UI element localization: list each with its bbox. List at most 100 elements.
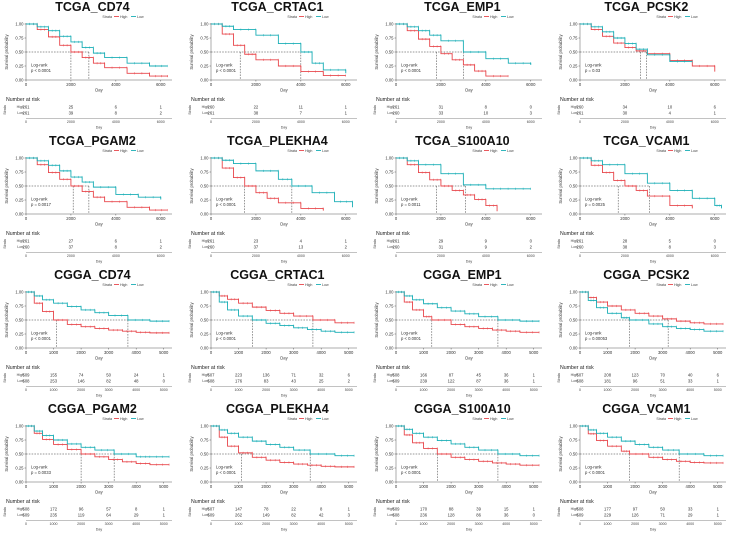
risk-count-low: 83 [264, 378, 269, 383]
risk-row-low-label: Low [572, 245, 579, 249]
risk-table-title: Number at risk [191, 97, 225, 103]
risk-row-low-label: Low [387, 111, 394, 115]
km-panel-cgga-crtac1: CGGA_CRTAC1 Strata High Low 0.00 0.25 0.50 0.75… [185, 268, 370, 402]
legend-title: Strata [102, 417, 112, 421]
legend-high-label: High [674, 149, 681, 153]
censor-marks-low [28, 290, 170, 323]
risk-count-high: 78 [264, 506, 269, 511]
y-axis-label: Survival probability [558, 302, 563, 338]
risk-count-low: 33 [438, 110, 443, 115]
y-tick-label: 0.00 [200, 479, 209, 484]
y-tick-label: 0.25 [15, 197, 24, 202]
km-panel-tcga-pcsk2: TCGA_PCSK2 Strata High Low 0.00 0.25 0.50 0.75 1… [554, 0, 739, 134]
risk-x-tick-label: 3000 [105, 388, 113, 392]
pvalue-label: p < 0.0001 [401, 68, 422, 73]
risk-count-high: 508 [23, 506, 31, 511]
risk-x-tick-label: 0 [210, 522, 212, 526]
risk-count-high: 88 [448, 506, 453, 511]
risk-count-high: 261 [207, 238, 215, 243]
y-tick-label: 0.50 [200, 317, 209, 322]
risk-table-title: Number at risk [560, 499, 594, 505]
x-tick-label: 0 [210, 82, 213, 87]
risk-row-high-label: High [386, 105, 393, 109]
x-tick-label: 4000 [111, 82, 121, 87]
risk-x-tick-label: 6000 [157, 120, 165, 124]
risk-count-low: 4 [669, 110, 672, 115]
x-tick-label: 6000 [526, 82, 536, 87]
x-tick-label: 0 [210, 350, 213, 355]
risk-count-low: 1 [714, 110, 717, 115]
y-tick-label: 0.75 [200, 437, 209, 442]
x-tick-label: 4000 [686, 350, 696, 355]
y-tick-label: 1.00 [15, 423, 24, 428]
x-tick-label: 2000 [251, 82, 261, 87]
survival-curve-low [26, 23, 168, 67]
risk-count-high: 261 [392, 238, 400, 243]
survival-curve-high [26, 157, 168, 211]
risk-x-tick-label: 4000 [686, 388, 694, 392]
risk-count-high: 33 [688, 506, 693, 511]
risk-x-axis-label: Day [465, 528, 472, 532]
risk-count-high: 1 [347, 506, 350, 511]
legend-title: Strata [657, 417, 667, 421]
x-tick-label: 2000 [261, 350, 271, 355]
censor-marks-high [398, 424, 539, 467]
risk-count-low: 126 [632, 512, 640, 517]
x-tick-label: 1000 [418, 350, 428, 355]
risk-x-tick-label: 3000 [289, 522, 297, 526]
risk-x-tick-label: 4000 [297, 254, 305, 258]
risk-x-tick-label: 0 [579, 254, 581, 258]
censor-marks-low [398, 290, 539, 323]
pvalue-label: p = 0.03 [585, 68, 601, 73]
legend-low-label: Low [507, 417, 514, 421]
risk-x-tick-label: 6000 [342, 254, 350, 258]
risk-x-axis-label: Day [465, 394, 472, 398]
x-tick-label: 4000 [665, 216, 675, 221]
risk-table-title: Number at risk [6, 97, 40, 103]
risk-count-high: 507 [207, 372, 215, 377]
legend-high-label: High [490, 283, 497, 287]
risk-count-high: 24 [134, 372, 139, 377]
x-tick-label: 0 [394, 82, 397, 87]
risk-x-axis-label: Day [281, 528, 288, 532]
risk-count-high: 136 [262, 372, 270, 377]
y-tick-label: 0.50 [570, 183, 579, 188]
risk-row-high-label: High [386, 507, 393, 511]
risk-count-low: 8 [115, 110, 118, 115]
y-tick-label: 0.50 [570, 451, 579, 456]
risk-x-tick-label: 2000 [252, 254, 260, 258]
risk-strata-label: Strata [3, 105, 7, 115]
risk-x-tick-label: 0 [25, 522, 27, 526]
survival-curve-low [580, 23, 693, 62]
risk-count-high: 166 [420, 372, 428, 377]
risk-count-high: 508 [392, 372, 400, 377]
legend-low-label: Low [322, 149, 329, 153]
x-tick-label: 1000 [49, 350, 59, 355]
x-axis-label: Day [280, 88, 288, 93]
risk-x-axis-label: Day [465, 260, 472, 264]
legend-high-label: High [305, 283, 312, 287]
risk-x-tick-label: 0 [395, 254, 397, 258]
legend-high-label: High [305, 15, 312, 19]
risk-row-low-label: Low [17, 379, 24, 383]
risk-count-low: 87 [476, 378, 481, 383]
risk-count-low: 96 [633, 378, 638, 383]
risk-count-low: 261 [577, 110, 585, 115]
risk-row-low-label: Low [17, 111, 24, 115]
x-tick-label: 4000 [132, 350, 142, 355]
risk-x-tick-label: 4000 [481, 254, 489, 258]
y-tick-label: 0.25 [570, 331, 579, 336]
km-panel-cgga-pcsk2: CGGA_PCSK2 Strata High Low 0.00 0.25 0.50 0.75 1… [554, 268, 739, 402]
y-axis-label: Survival probability [4, 436, 9, 472]
risk-count-low: 1 [717, 378, 720, 383]
x-tick-label: 4000 [481, 216, 491, 221]
y-axis-label: Survival probability [189, 34, 194, 70]
x-tick-label: 0 [25, 484, 28, 489]
y-tick-label: 0.25 [15, 331, 24, 336]
survival-curve-high [26, 425, 170, 466]
risk-count-high: 509 [23, 372, 31, 377]
censor-marks-low [582, 424, 724, 457]
